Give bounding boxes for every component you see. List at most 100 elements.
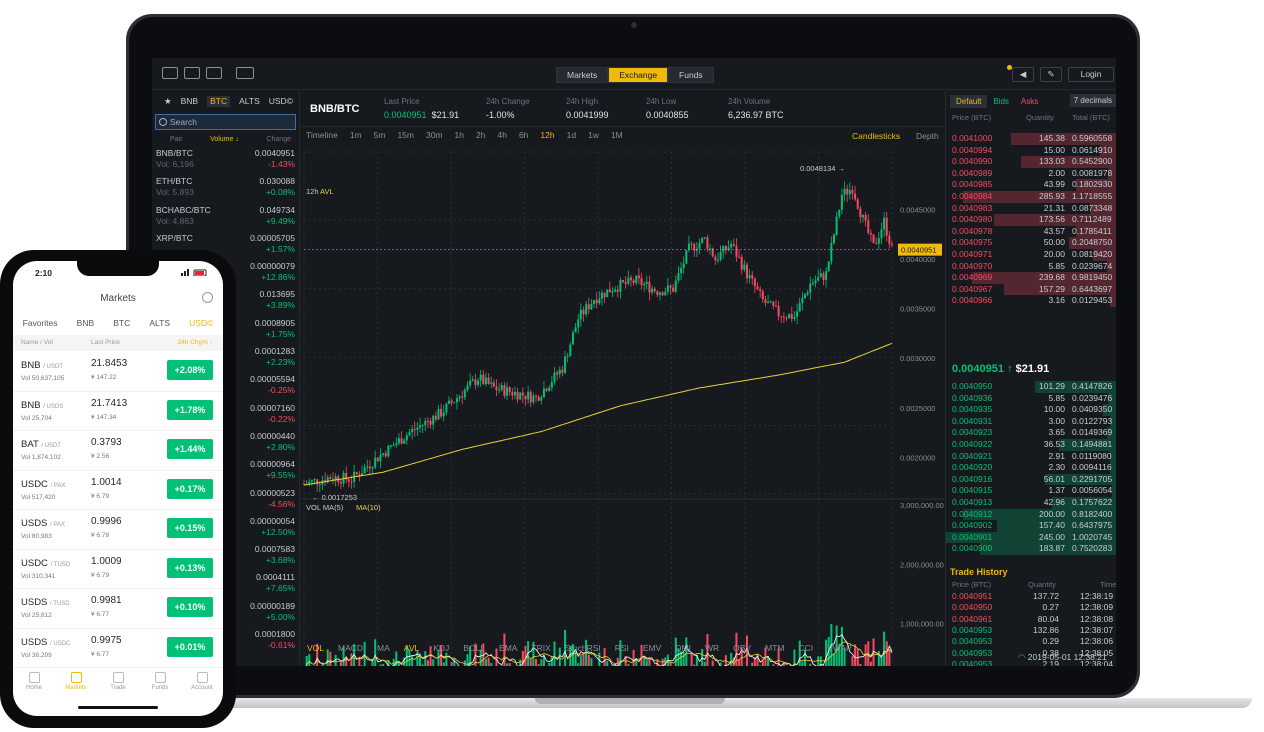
market-tab[interactable]: BNB	[180, 96, 199, 106]
indicator-macd[interactable]: MACD	[338, 643, 364, 653]
market-tab[interactable]: ★	[164, 96, 172, 106]
phone-market-row[interactable]: BNB / USDS Vol 25,704 21.7413 ¥ 147.34 +1.78…	[13, 392, 223, 431]
bids-row[interactable]: 0.0040902 157.40 0.6437975	[946, 520, 1116, 532]
layout-bottom-icon[interactable]	[184, 67, 200, 79]
indicator-wr[interactable]: WR	[704, 643, 720, 653]
search-icon[interactable]	[202, 292, 213, 303]
bids-row[interactable]: 0.0040923 3.65 0.0149369	[946, 427, 1116, 439]
bids-row[interactable]: 0.0040922 36.53 0.1494881	[946, 439, 1116, 451]
phone-market-row[interactable]: USDC / PAX Vol 517,420 1.0014 ¥ 6.79 +0.17%	[13, 471, 223, 510]
bids-row[interactable]: 0.0040935 10.00 0.0409350	[946, 404, 1116, 416]
phone-market-row[interactable]: USDC / TUSD Vol 310,341 1.0009 ¥ 6.79 +0.13%	[13, 550, 223, 589]
indicator-mtm[interactable]: MTM	[765, 643, 785, 653]
col-pair[interactable]: Pair	[170, 136, 183, 143]
change-badge[interactable]: +0.10%	[167, 597, 213, 617]
indicator-dmi[interactable]: DMI	[675, 643, 691, 653]
change-badge[interactable]: +0.01%	[167, 636, 213, 657]
market-row[interactable]: BNB/BTC Vol: 6,196 0.0040951 -1.43%	[152, 145, 299, 173]
window-icon[interactable]	[236, 67, 254, 79]
timeframe-timeline[interactable]: Timeline	[306, 130, 338, 140]
asks-row[interactable]: 0.0040975 50.00 0.2048750	[946, 237, 1116, 249]
market-row[interactable]: 0.00000964 +9.55%	[152, 456, 299, 484]
timeframe-2h[interactable]: 2h	[476, 130, 486, 140]
asks-row[interactable]: 0.0040985 43.99 0.1802930	[946, 179, 1116, 191]
edit-icon[interactable]: ✎	[1040, 67, 1062, 82]
indicator-emv[interactable]: EMV	[642, 643, 662, 653]
bids-row[interactable]: 0.0040950 101.29 0.4147826	[946, 381, 1116, 393]
asks-row[interactable]: 0.0041000 145.38 0.5960558	[946, 133, 1116, 145]
market-row[interactable]: 0.0001283 +2.23%	[152, 343, 299, 371]
nav-markets[interactable]: Markets	[56, 670, 96, 700]
layout-right-icon[interactable]	[206, 67, 222, 79]
bids-row[interactable]: 0.0040931 3.00 0.0122793	[946, 415, 1116, 428]
timeframe-1m[interactable]: 1m	[349, 130, 362, 140]
market-row[interactable]: 0.0007583 +3.68%	[152, 541, 299, 569]
col-volume[interactable]: Volume ↓	[210, 136, 239, 143]
candlesticks-button[interactable]: Candlesticks	[852, 131, 901, 141]
phone-tab[interactable]: USD©	[189, 318, 214, 328]
asks-row[interactable]: 0.0040984 285.93 1.1718555	[946, 191, 1116, 203]
bids-row[interactable]: 0.0040913 42.96 0.1757622	[946, 497, 1116, 509]
phone-market-row[interactable]: BAT / USDT Vol 1,874,102 0.3793 ¥ 2.56 +1.44…	[13, 431, 223, 471]
asks-row[interactable]: 0.0040970 5.85 0.0239674	[946, 260, 1116, 273]
price-chart[interactable]: 0.0045000 0.0040000 0.0035000 0.0030000 0.00…	[300, 144, 944, 666]
market-row[interactable]: 0.00005594 -0.25%	[152, 371, 299, 399]
indicator-stochrsi[interactable]: StochRSI	[564, 643, 601, 653]
phone-tab[interactable]: ALTS	[149, 318, 171, 328]
orderbook-tab-bids[interactable]: Bids	[993, 97, 1009, 106]
market-tab[interactable]: USD©	[268, 96, 293, 106]
bids-row[interactable]: 0.0040936 5.85 0.0239476	[946, 392, 1116, 405]
indicator-obv[interactable]: OBV	[733, 643, 752, 653]
change-badge[interactable]: +0.17%	[167, 478, 213, 499]
timeframe-1m[interactable]: 1M	[610, 130, 623, 140]
phone-tab[interactable]: BTC	[113, 318, 131, 328]
orderbook-tab-asks[interactable]: Asks	[1020, 97, 1039, 106]
bids-row[interactable]: 0.0040900 183.87 0.7520283	[946, 543, 1116, 555]
phone-tab[interactable]: Favorites	[22, 318, 58, 328]
market-row[interactable]: 0.00000189 +5.00%	[152, 598, 299, 626]
nav-tab-exchange[interactable]: Exchange	[608, 67, 669, 83]
nav-trade[interactable]: Trade	[98, 670, 138, 700]
indicator-rsi[interactable]: RSI	[614, 643, 629, 653]
bids-row[interactable]: 0.0040901 245.00 1.0020745	[946, 531, 1116, 544]
nav-tab-funds[interactable]: Funds	[668, 67, 714, 83]
phone-market-row[interactable]: BNB / USDT Vol 50,637,105 21.8453 ¥ 147.22 +…	[13, 352, 223, 392]
nav-tab-markets[interactable]: Markets	[556, 67, 609, 83]
market-row[interactable]: 0.0008905 +1.75%	[152, 315, 299, 343]
timeframe-6h[interactable]: 6h	[518, 130, 529, 140]
bids-row[interactable]: 0.0040915 1.37 0.0056054	[946, 485, 1116, 497]
change-badge[interactable]: +1.44%	[167, 439, 213, 459]
market-row[interactable]: 0.00000440 +2.80%	[152, 428, 299, 456]
timeframe-30m[interactable]: 30m	[425, 130, 443, 140]
timeframe-12h[interactable]: 12h	[540, 130, 555, 140]
asks-row[interactable]: 0.0040966 3.16 0.0129453	[946, 295, 1116, 307]
bids-row[interactable]: 0.0040916 56.01 0.2291705	[946, 473, 1116, 486]
asks-row[interactable]: 0.0040980 173.56 0.7112489	[946, 214, 1116, 226]
market-row[interactable]: BCHABC/BTC Vol: 4,863 0.049734 +9.49%	[152, 202, 299, 230]
market-row[interactable]: 0.0001800 -0.61%	[152, 626, 299, 654]
asks-row[interactable]: 0.0040969 239.68 0.9819450	[946, 272, 1116, 284]
phone-market-row[interactable]: USDS / TUSD Vol 25,812 0.9981 ¥ 6.77 +0.10%	[13, 589, 223, 629]
indicator-vwap[interactable]: VWAP	[827, 643, 852, 653]
bids-row[interactable]: 0.0040920 2.30 0.0094116	[946, 462, 1116, 474]
search-input[interactable]: Search	[155, 114, 296, 130]
asks-row[interactable]: 0.0040994 15.00 0.0614910	[946, 144, 1116, 157]
nav-home[interactable]: Home	[14, 670, 54, 700]
timeframe-1h[interactable]: 1h	[454, 130, 464, 140]
market-row[interactable]: 0.00000079 +12.86%	[152, 258, 299, 286]
timeframe-1d[interactable]: 1d	[566, 130, 577, 140]
phone-market-row[interactable]: USDS / USDC Vol 36,209 0.9975 ¥ 6.77 +0.01%	[13, 629, 223, 668]
timeframe-15m[interactable]: 15m	[397, 130, 414, 140]
change-badge[interactable]: +2.08%	[167, 360, 213, 380]
market-row[interactable]: 0.0004111 +7.65%	[152, 569, 299, 597]
market-row[interactable]: 0.00007160 -0.22%	[152, 400, 299, 428]
change-badge[interactable]: +0.13%	[167, 557, 213, 578]
timeframe-4h[interactable]: 4h	[497, 130, 507, 140]
nav-funds[interactable]: Funds	[140, 670, 180, 700]
decimals-select[interactable]: 7 decimals	[1069, 94, 1116, 107]
asks-row[interactable]: 0.0040983 21.31 0.0873348	[946, 202, 1116, 215]
indicator-cci[interactable]: CCI	[798, 643, 814, 653]
market-tab[interactable]: BTC	[207, 96, 231, 107]
indicator-trix[interactable]: TRIX	[531, 643, 551, 653]
market-row[interactable]: 0.013695 +3.89%	[152, 286, 299, 314]
